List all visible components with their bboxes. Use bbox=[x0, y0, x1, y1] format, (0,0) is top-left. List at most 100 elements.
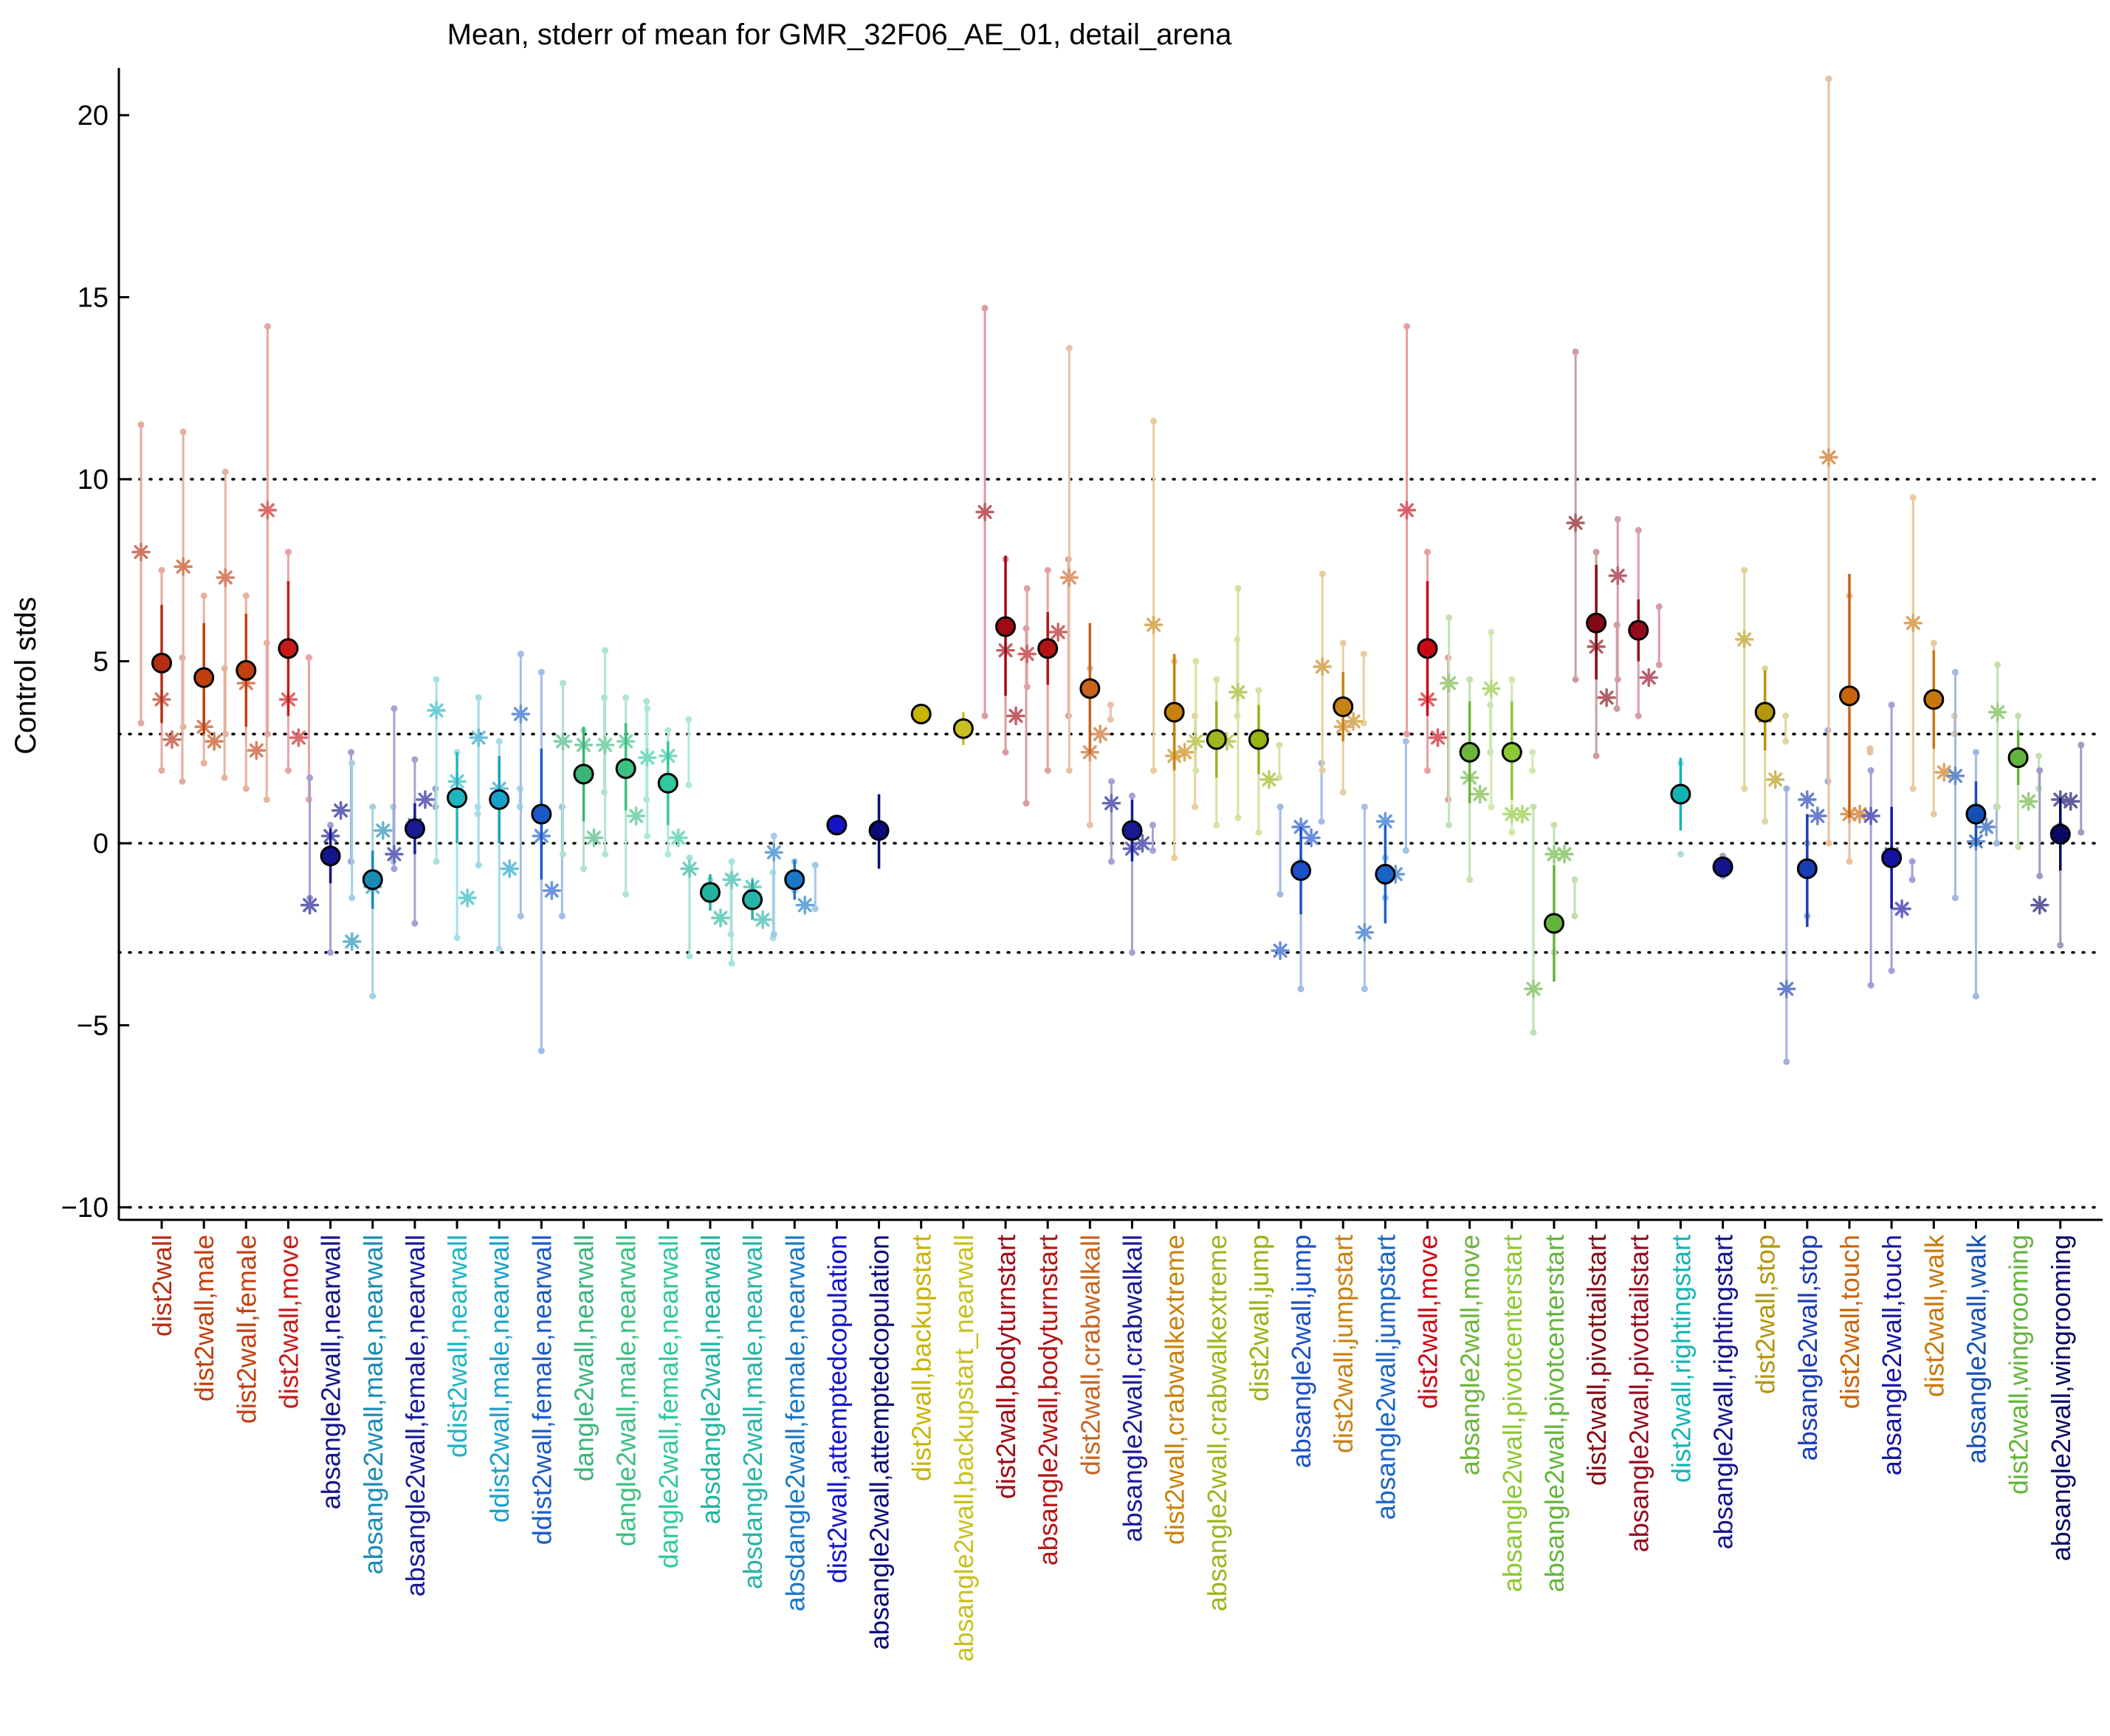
category-label: dist2wall,crabwalkextreme bbox=[1160, 1235, 1190, 1545]
faint-dot bbox=[1171, 854, 1178, 862]
faint-dot bbox=[1888, 701, 1895, 709]
category-label: absangle2wall,male,nearwall bbox=[358, 1235, 388, 1574]
star-stroke bbox=[291, 730, 306, 745]
series-star-marker bbox=[1313, 657, 1332, 676]
category-label: absangle2wall,wingrooming bbox=[2046, 1235, 2076, 1561]
category-label: dist2wall,rightingstart bbox=[1666, 1235, 1696, 1483]
faint-dot bbox=[2057, 941, 2064, 949]
star-stroke bbox=[671, 831, 686, 845]
faint-dot bbox=[1592, 549, 1600, 556]
mean-point bbox=[1670, 783, 1691, 805]
faint-dot bbox=[1846, 858, 1853, 865]
series-star-marker bbox=[711, 908, 730, 927]
faint-dot bbox=[453, 934, 461, 941]
faint-dot bbox=[348, 760, 356, 767]
series-star-marker bbox=[1260, 769, 1279, 789]
mean-point bbox=[2049, 823, 2071, 845]
category-group bbox=[1734, 566, 1790, 825]
category-group bbox=[2030, 741, 2085, 949]
star-stroke bbox=[1810, 809, 1825, 823]
category-group bbox=[1397, 323, 1451, 803]
faint-dot bbox=[2035, 752, 2043, 760]
category-group bbox=[469, 694, 523, 953]
faint-dot bbox=[1318, 817, 1325, 825]
mean-point bbox=[193, 667, 215, 688]
series-star-marker bbox=[1355, 923, 1375, 942]
faint-dot bbox=[770, 930, 777, 938]
category-group bbox=[868, 794, 890, 869]
category-label: ddist2wall,female,nearwall bbox=[526, 1235, 557, 1545]
series-star-marker bbox=[1006, 706, 1025, 726]
category-group bbox=[1945, 668, 2000, 1000]
category-label: absangle2wall,pivotcenterstart bbox=[1497, 1235, 1527, 1592]
faint-dot bbox=[2078, 828, 2085, 836]
faint-dot bbox=[348, 749, 355, 756]
category-group bbox=[722, 858, 777, 967]
category-label: absangle2wall,move bbox=[1455, 1235, 1485, 1475]
faint-dot bbox=[391, 865, 398, 873]
faint-dot bbox=[1825, 75, 1832, 83]
series-star-marker bbox=[458, 888, 477, 908]
faint-dot bbox=[1023, 585, 1031, 592]
series-star-marker bbox=[2018, 792, 2038, 812]
category-label: absangle2wall,rightingstart bbox=[1708, 1235, 1739, 1549]
faint-dot bbox=[770, 832, 777, 840]
faint-dot bbox=[1276, 741, 1283, 749]
star-stroke bbox=[724, 872, 739, 887]
category-group bbox=[1228, 585, 1283, 836]
category-group bbox=[595, 647, 650, 898]
star-stroke bbox=[1505, 807, 1519, 822]
series-star-marker bbox=[1228, 682, 1248, 702]
faint-dot bbox=[475, 694, 482, 701]
star-stroke bbox=[1610, 569, 1625, 583]
faint-dot bbox=[1635, 526, 1642, 534]
category-group bbox=[258, 323, 312, 803]
faint-dot bbox=[1044, 766, 1051, 774]
mean-point bbox=[742, 889, 763, 910]
category-group bbox=[131, 421, 186, 785]
mean-point bbox=[910, 703, 932, 724]
faint-dot bbox=[1529, 749, 1536, 756]
faint-dot bbox=[1319, 570, 1326, 577]
category-label: absdangle2wall,male,nearwall bbox=[738, 1235, 768, 1589]
faint-dot bbox=[179, 428, 187, 436]
category-group bbox=[1712, 852, 1733, 879]
series-star-marker bbox=[1639, 668, 1658, 687]
faint-dot bbox=[1339, 789, 1347, 796]
faint-dot bbox=[1276, 891, 1284, 898]
category-label: dist2wall bbox=[147, 1235, 177, 1337]
category-group bbox=[1524, 803, 1578, 1036]
series-star-marker bbox=[722, 870, 741, 890]
mean-point bbox=[1628, 620, 1649, 641]
mean-point bbox=[278, 638, 299, 659]
faint-dot bbox=[1065, 345, 1073, 352]
faint-dot bbox=[1234, 585, 1242, 592]
faint-dot bbox=[1867, 981, 1874, 989]
mean-point bbox=[1839, 685, 1860, 707]
faint-dot bbox=[1951, 894, 1959, 902]
mean-point bbox=[1459, 741, 1480, 763]
star-stroke bbox=[2063, 794, 2078, 809]
series-star-marker bbox=[1892, 899, 1911, 919]
star-stroke bbox=[1147, 617, 1161, 632]
series-star-marker bbox=[595, 735, 615, 755]
faint-dot bbox=[348, 894, 356, 902]
category-label: absangle2wall,pivottailstart bbox=[1623, 1235, 1654, 1552]
series-star-marker bbox=[1144, 615, 1164, 634]
faint-dot bbox=[685, 781, 693, 789]
faint-dot bbox=[580, 865, 587, 873]
faint-dot bbox=[728, 858, 735, 865]
star-stroke bbox=[2032, 898, 2047, 913]
faint-dot bbox=[602, 647, 609, 654]
faint-dot bbox=[1023, 683, 1031, 690]
faint-dot bbox=[2015, 712, 2022, 719]
category-label: dist2wall,wingrooming bbox=[2004, 1235, 2034, 1495]
faint-dot bbox=[1128, 792, 1135, 800]
category-group bbox=[975, 304, 1030, 807]
series-star-marker bbox=[1470, 784, 1490, 804]
faint-dot bbox=[306, 774, 314, 781]
mean-point bbox=[1586, 612, 1607, 634]
series-star-marker bbox=[500, 859, 519, 879]
